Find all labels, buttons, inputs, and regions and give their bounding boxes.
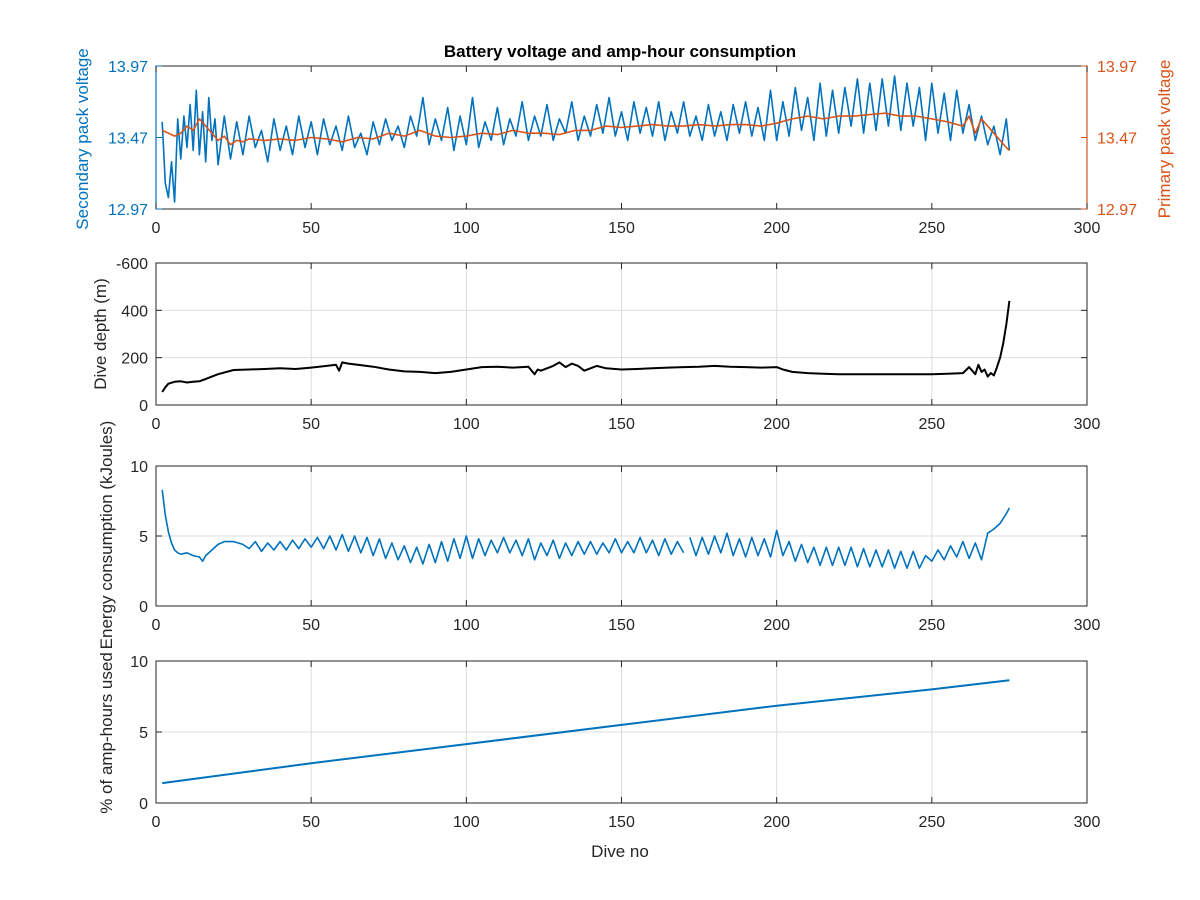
x-tick-label: 250 <box>918 814 945 831</box>
y-tick-label: 0 <box>139 398 148 415</box>
x-tick-label: 150 <box>608 814 635 831</box>
x-axis-label: Dive no <box>591 842 649 861</box>
x-tick-label: 100 <box>453 814 480 831</box>
series-line-primary-voltage <box>161 112 1010 151</box>
amphours-panel: % of amp-hours used Dive no 0 50 100 150 200… <box>97 652 1100 861</box>
x-tick-label: 200 <box>763 220 790 237</box>
y-axis-label-secondary: Secondary pack voltage <box>73 48 92 229</box>
x-tick-label: 250 <box>918 220 945 237</box>
y-tick-label: 12.97 <box>108 202 148 219</box>
x-tick-label: 300 <box>1074 814 1101 831</box>
chart-title: Battery voltage and amp-hour consumption <box>444 42 796 61</box>
x-tick-label: 0 <box>152 814 161 831</box>
y-tick-label: 5 <box>139 529 148 546</box>
y-tick-label: 5 <box>139 725 148 742</box>
x-tick-label: 50 <box>302 416 320 433</box>
x-tick-label: 100 <box>453 416 480 433</box>
x-tick-label: 100 <box>453 617 480 634</box>
y-tick-label-right: 13.97 <box>1097 59 1137 76</box>
x-tick-label: 250 <box>918 617 945 634</box>
x-tick-label: 300 <box>1074 416 1101 433</box>
x-tick-label: 0 <box>152 220 161 237</box>
y-axis-label-energy: Energy consumption (kJoules) <box>97 421 116 650</box>
depth-panel: Dive depth (m) 0 50 100 150 200 250 300 0 200 400… <box>91 256 1100 433</box>
y-tick-label: 13.47 <box>108 131 148 148</box>
y-axis-label-depth: Dive depth (m) <box>91 278 110 389</box>
x-tick-label: 150 <box>608 220 635 237</box>
y-tick-label: 10 <box>130 459 148 476</box>
y-tick-label-right: 13.47 <box>1097 131 1137 148</box>
x-tick-label: 50 <box>302 220 320 237</box>
x-tick-label: 150 <box>608 416 635 433</box>
energy-panel: Energy consumption (kJoules) 0 50 100 150 20… <box>97 421 1100 650</box>
x-tick-label: 150 <box>608 617 635 634</box>
y-tick-label: 200 <box>121 351 148 368</box>
y-tick-label-right: 12.97 <box>1097 202 1137 219</box>
series-line-secondary-voltage <box>161 75 1011 203</box>
voltage-panel: Battery voltage and amp-hour consumption… <box>73 42 1174 237</box>
x-tick-label: 100 <box>453 220 480 237</box>
x-tick-label: 0 <box>152 617 161 634</box>
x-tick-label: 200 <box>763 617 790 634</box>
y-tick-label: 0 <box>139 599 148 616</box>
x-tick-label: 0 <box>152 416 161 433</box>
series-line-dive-depth <box>161 300 1011 393</box>
x-tick-label: 200 <box>763 416 790 433</box>
series-line-energy <box>161 489 1011 569</box>
y-axis-label-amphours: % of amp-hours used <box>97 652 116 814</box>
x-tick-label: 300 <box>1074 617 1101 634</box>
y-tick-label: -600 <box>116 256 148 273</box>
x-tick-label: 50 <box>302 814 320 831</box>
y-tick-label: 10 <box>130 654 148 671</box>
y-tick-label: 400 <box>121 303 148 320</box>
x-tick-label: 50 <box>302 617 320 634</box>
y-tick-label: 13.97 <box>108 59 148 76</box>
x-tick-label: 300 <box>1074 220 1101 237</box>
y-tick-label: 0 <box>139 796 148 813</box>
series-line-amphours <box>162 679 1010 785</box>
y-axis-label-primary: Primary pack voltage <box>1155 60 1174 219</box>
x-tick-label: 250 <box>918 416 945 433</box>
x-tick-label: 200 <box>763 814 790 831</box>
